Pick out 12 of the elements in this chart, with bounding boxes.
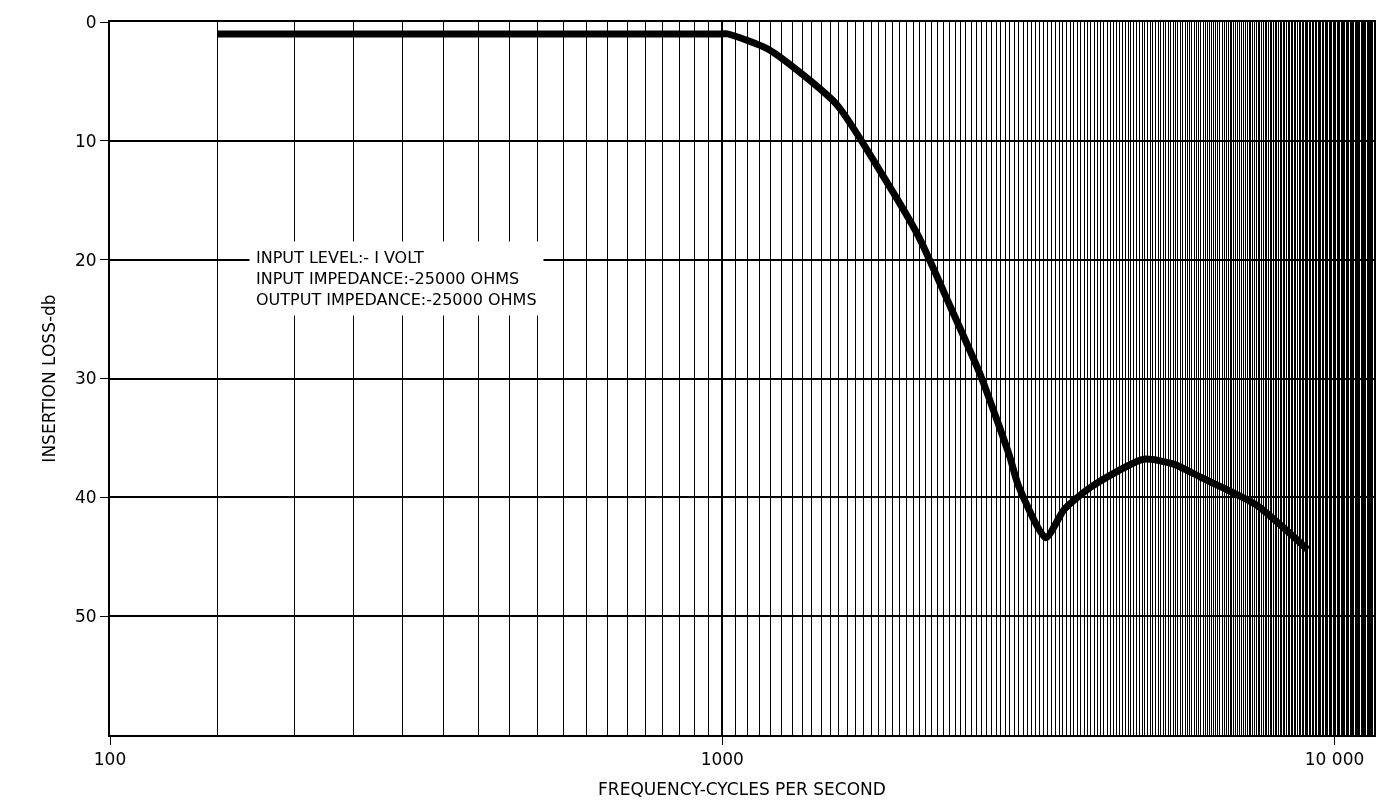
y-tick-label: 50 xyxy=(74,606,97,627)
x-tick-label: 100 xyxy=(93,749,127,770)
annotation: INPUT LEVEL:- I VOLT INPUT IMPEDANCE:-25000 OHMS OUTPUT IMPEDANCE:-25000 OHMS xyxy=(256,248,537,309)
y-tick-label: 30 xyxy=(74,368,97,389)
x-axis-title: FREQUENCY-CYCLES PER SECOND xyxy=(598,779,886,800)
y-tick-label: 40 xyxy=(74,487,97,508)
y-tick-label: 10 xyxy=(74,130,97,151)
y-tick-label: 20 xyxy=(74,249,97,270)
x-tick-label: 10 000 xyxy=(1304,749,1365,770)
y-axis-title: INSERTION LOSS-db xyxy=(39,294,60,463)
x-tick-label: 1000 xyxy=(700,749,744,770)
y-tick-label: 0 xyxy=(85,11,97,32)
